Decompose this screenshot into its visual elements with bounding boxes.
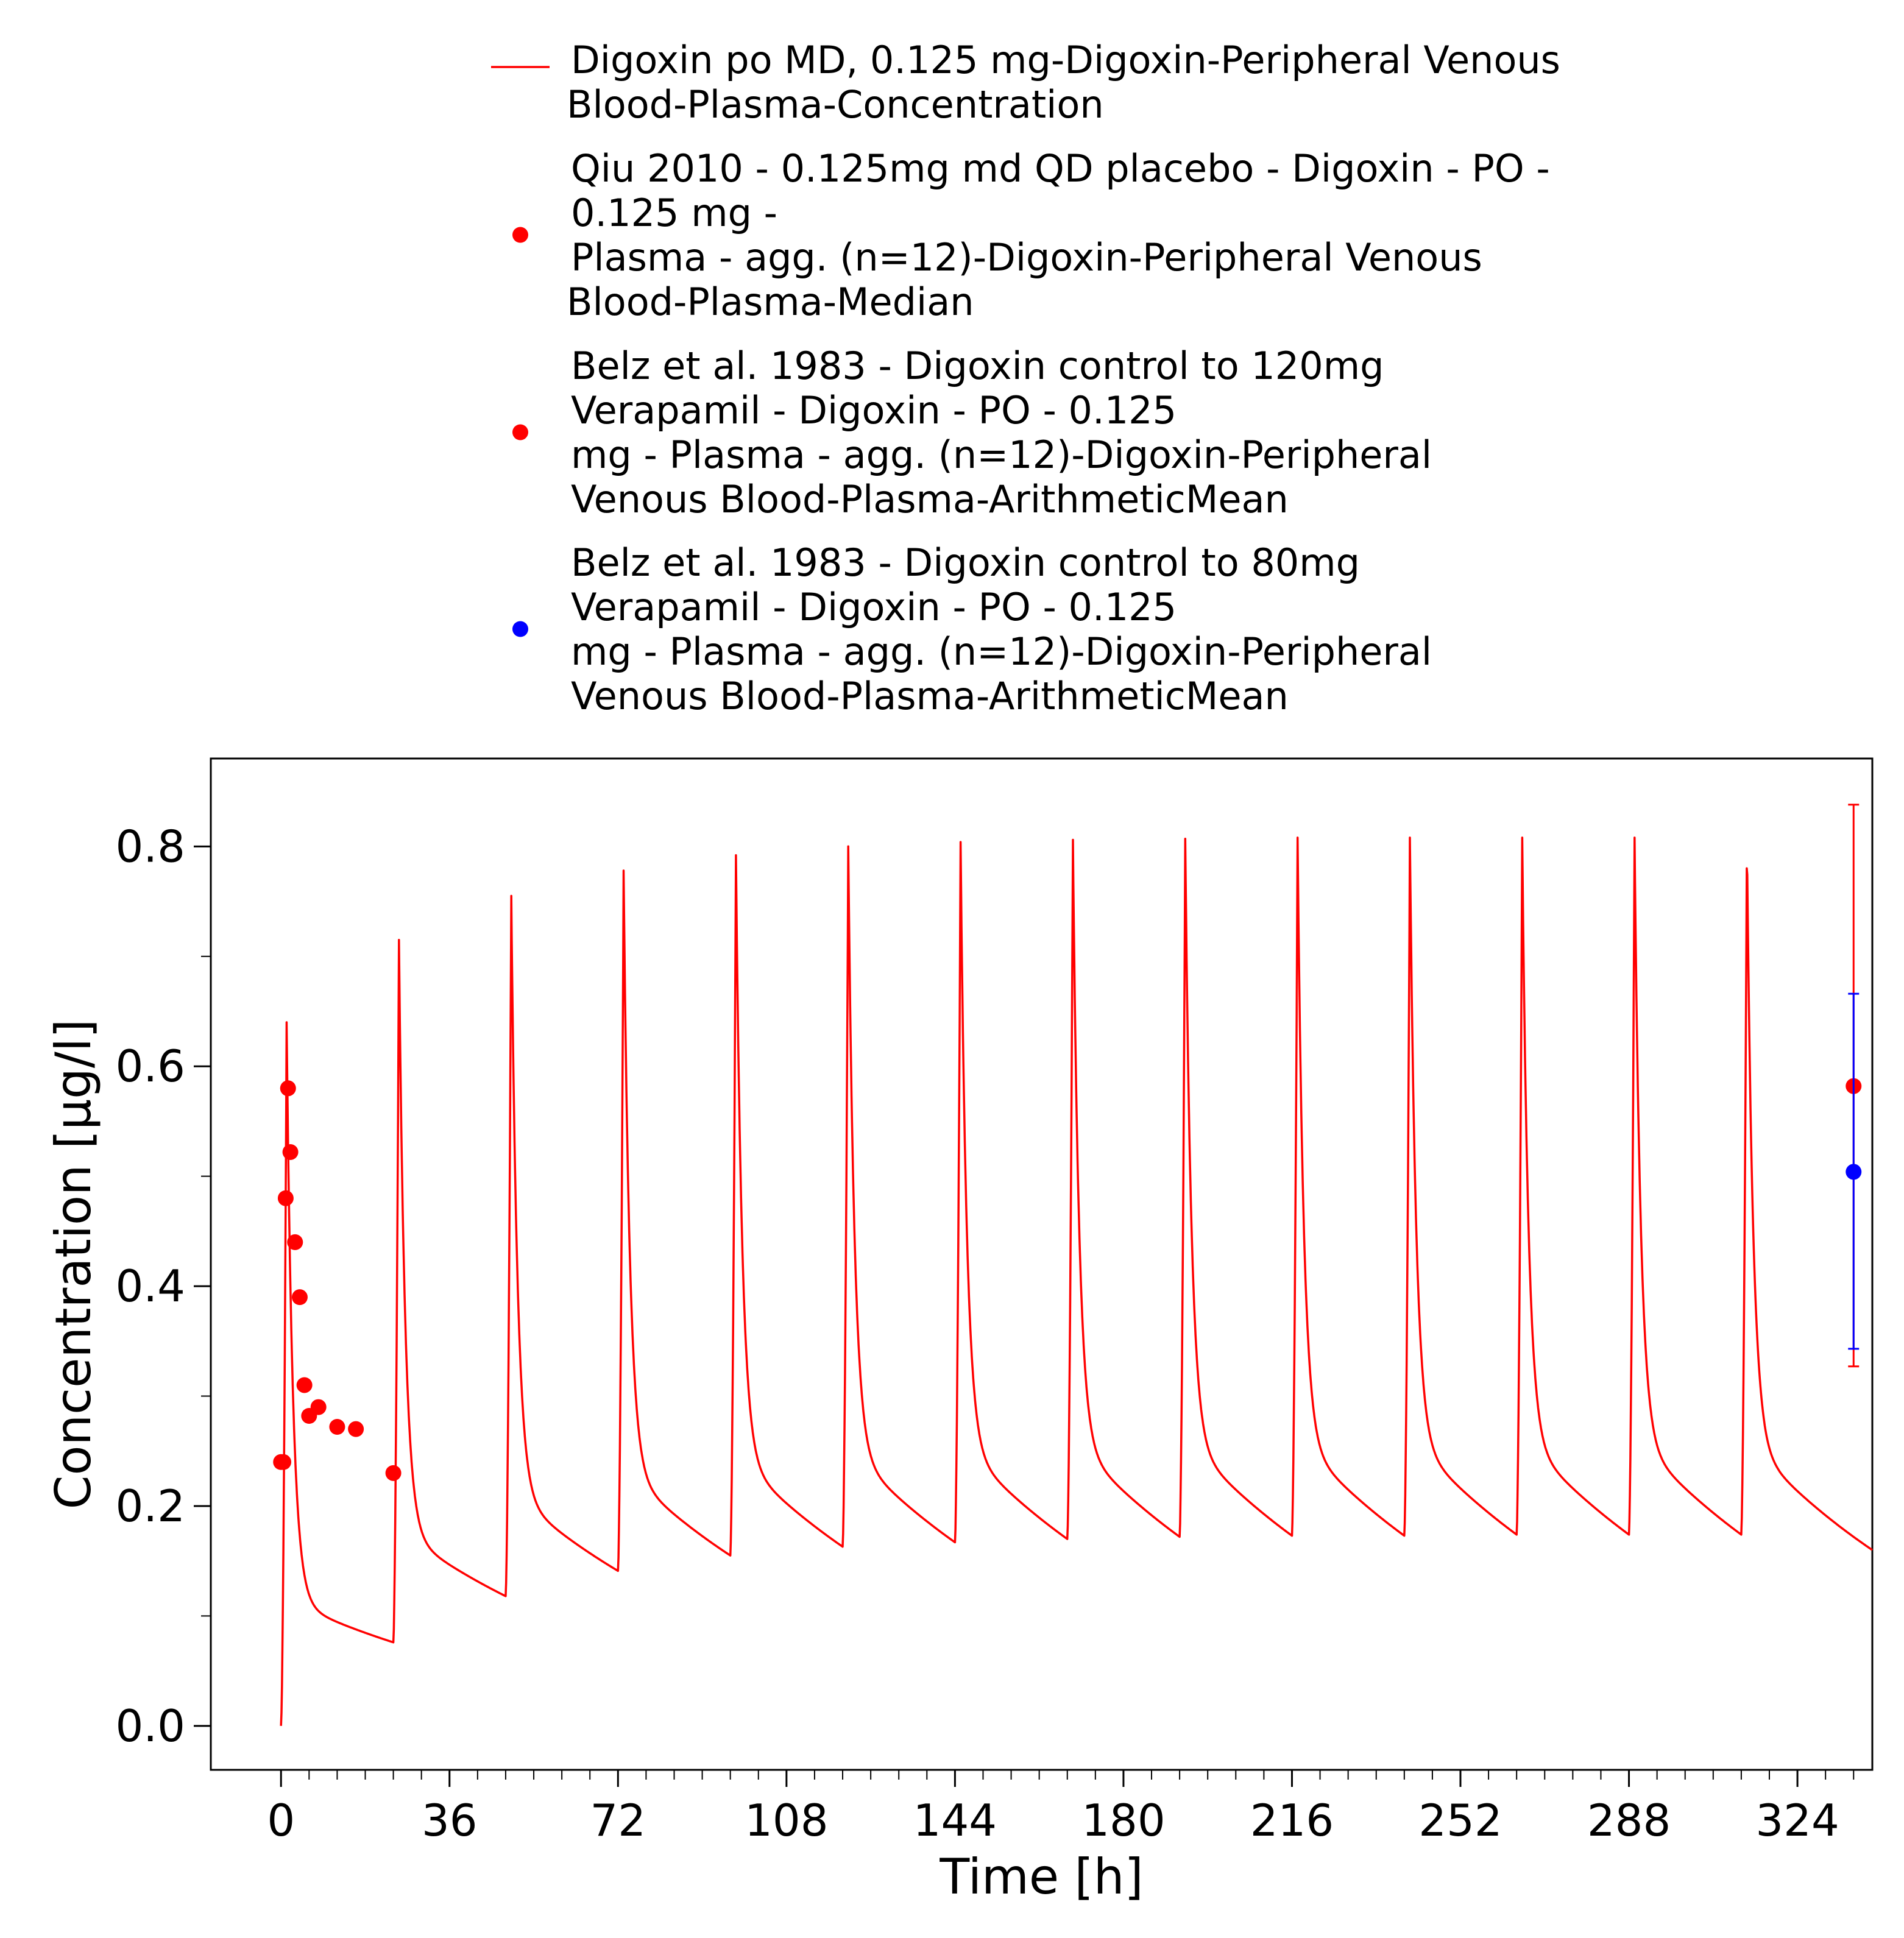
plot-area: 0 36 72 108 144 180 216 252 288 324 0.00.20.40.60… <box>115 757 1874 1846</box>
legend-text: Qiu 2010 - 0.125mg md QD placebo - Digox… <box>571 146 1550 191</box>
legend-text: Digoxin po MD, 0.125 mg-Digoxin-Peripher… <box>571 38 1560 82</box>
legend-text: Blood-Plasma-Median <box>567 280 974 324</box>
x-tick-label: 36 <box>422 1795 478 1846</box>
data-point <box>277 1190 294 1206</box>
data-point <box>310 1399 327 1415</box>
legend-entry: Belz et al. 1983 - Digoxin control to 12… <box>512 344 1432 522</box>
legend-text: mg - Plasma - agg. (n=12)-Digoxin-Periph… <box>571 629 1432 674</box>
data-point <box>1846 1164 1862 1180</box>
legend-entry: Belz et al. 1983 - Digoxin control to 80… <box>512 540 1432 718</box>
y-tick-label: 0.2 <box>115 1480 185 1532</box>
y-tick-label: 0.0 <box>115 1700 185 1752</box>
legend-text: Verapamil - Digoxin - PO - 0.125 <box>571 585 1177 629</box>
y-tick-label: 0.4 <box>115 1261 185 1312</box>
legend-text: mg - Plasma - agg. (n=12)-Digoxin-Periph… <box>571 433 1432 477</box>
x-tick-label: 180 <box>1081 1795 1165 1846</box>
x-tick-label: 108 <box>745 1795 828 1846</box>
legend-dot-marker <box>512 227 528 243</box>
legend-entry: Digoxin po MD, 0.125 mg-Digoxin-Peripher… <box>491 38 1560 127</box>
data-point <box>329 1419 345 1435</box>
data-point <box>296 1377 313 1393</box>
y-axis-label: Concentration [µg/l] <box>45 1019 102 1510</box>
x-tick-label: 72 <box>590 1795 646 1846</box>
data-point <box>291 1289 308 1306</box>
legend-text: Plasma - agg. (n=12)-Digoxin-Peripheral … <box>571 235 1482 280</box>
x-tick-label: 144 <box>913 1795 997 1846</box>
x-tick-label: 0 <box>267 1795 295 1846</box>
legend-text: Venous Blood-Plasma-ArithmeticMean <box>571 674 1289 718</box>
legend-text: Venous Blood-Plasma-ArithmeticMean <box>571 477 1289 522</box>
x-axis-label: Time [h] <box>939 1848 1143 1905</box>
series-layer <box>273 804 1873 1726</box>
data-point <box>275 1454 292 1470</box>
x-tick-label: 288 <box>1587 1795 1671 1846</box>
legend-text: Blood-Plasma-Concentration <box>567 82 1104 127</box>
data-point <box>282 1144 299 1160</box>
x-axis: 0 36 72 108 144 180 216 252 288 324 <box>267 1770 1855 1846</box>
legend-text: Verapamil - Digoxin - PO - 0.125 <box>571 388 1177 433</box>
y-axis: 0.0 0.2 0.4 0.6 0.8 <box>115 821 211 1752</box>
data-point <box>280 1080 296 1097</box>
legend-text: Belz et al. 1983 - Digoxin control to 12… <box>571 344 1384 388</box>
legend-text: 0.125 mg - <box>571 191 777 235</box>
data-point <box>287 1234 303 1250</box>
legend-entry: Qiu 2010 - 0.125mg md QD placebo - Digox… <box>512 146 1550 324</box>
y-tick-label: 0.8 <box>115 821 185 872</box>
legend-dot-marker <box>512 424 528 440</box>
legend: Digoxin po MD, 0.125 mg-Digoxin-Peripher… <box>491 38 1560 718</box>
data-point <box>348 1421 364 1437</box>
plot-frame <box>210 757 1874 1771</box>
x-tick-label: 252 <box>1418 1795 1502 1846</box>
legend-text: Belz et al. 1983 - Digoxin control to 80… <box>571 540 1360 585</box>
y-tick-label: 0.6 <box>115 1041 185 1092</box>
x-tick-label: 216 <box>1250 1795 1334 1846</box>
legend-dot-marker <box>512 621 528 637</box>
simulated-concentration-line <box>280 836 1873 1726</box>
data-point <box>385 1465 402 1481</box>
x-tick-label: 324 <box>1755 1795 1839 1846</box>
